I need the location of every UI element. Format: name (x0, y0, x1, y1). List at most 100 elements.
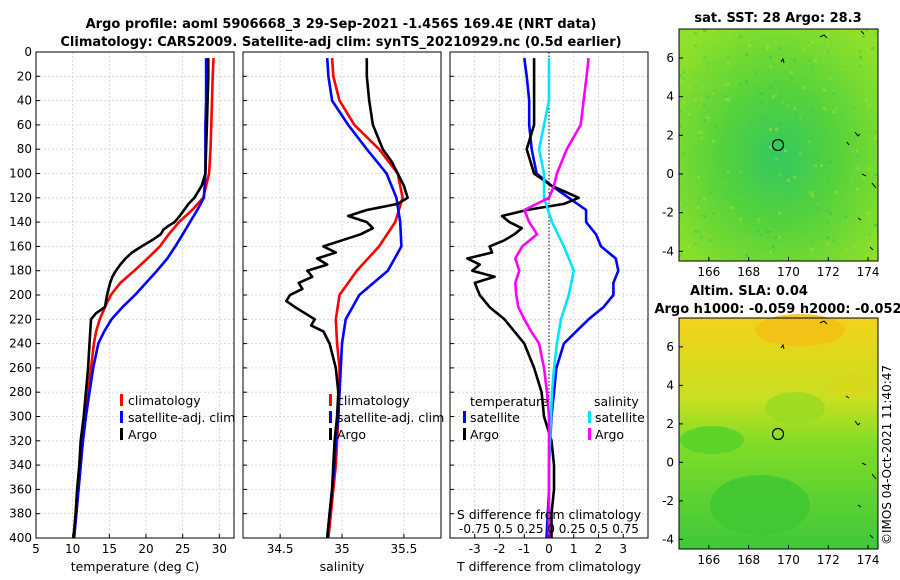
legend-argo-swatch (120, 428, 123, 440)
sst-texture-cell (739, 218, 742, 221)
sst-texture-cell (829, 110, 832, 113)
legend-temperature-heading: temperature (470, 394, 549, 409)
y-tick-label: 320 (9, 434, 32, 448)
sst-texture-cell (706, 65, 709, 68)
sst-texture-cell (790, 95, 793, 98)
sst-texture-cell (688, 86, 691, 89)
sla-axes-box (678, 317, 879, 550)
sst-texture-cell (721, 158, 724, 161)
sst-texture-cell (766, 116, 769, 119)
sst-texture-cell (709, 191, 712, 194)
sst-texture-cell (703, 119, 706, 122)
sst-texture-cell (727, 62, 730, 65)
sst-texture-cell (748, 44, 751, 47)
sst-texture-cell (697, 206, 700, 209)
sst-texture-cell (844, 215, 847, 218)
sst-texture-cell (688, 113, 691, 116)
x-tick-label: 1 (570, 542, 578, 556)
sst-texture-cell (841, 221, 844, 224)
sst-texture-cell (817, 254, 820, 257)
x-tick-label: 35 (334, 542, 349, 556)
temperature-panel: 0 20 40 60 80 100 120 140 160 180 200 220 240 260 280 3… (9, 45, 235, 574)
sst-texture-cell (679, 254, 682, 257)
sst-texture-cell (868, 233, 871, 236)
sst-texture-cell (865, 29, 868, 32)
sst-field-texture (679, 29, 877, 260)
temperature-series (72, 58, 215, 538)
sst-texture-cell (772, 194, 775, 197)
sst-texture-cell (700, 98, 703, 101)
sst-texture-cell (793, 176, 796, 179)
y-tick-label: 340 (9, 458, 32, 472)
sst-texture-cell (757, 218, 760, 221)
sst-texture-cell (748, 179, 751, 182)
series-climatology (72, 58, 215, 538)
sst-texture-cell (679, 140, 682, 143)
x-tick-label: 5 (32, 542, 40, 556)
sst-texture-cell (769, 146, 772, 149)
sst-texture-cell (874, 32, 877, 35)
sst-texture-cell (733, 110, 736, 113)
map-y-tick-label: 0 (666, 167, 674, 181)
sst-texture-cell (769, 128, 772, 131)
sst-texture-cell (748, 149, 751, 152)
sla-ticks: 166 168 170 172 174 -4 -2 0 2 4 6 (662, 340, 879, 567)
sst-texture-cell (766, 230, 769, 233)
sst-texture-cell (793, 107, 796, 110)
y-tick-label: 220 (9, 312, 32, 326)
sst-title: sat. SST: 28 Argo: 28.3 (694, 11, 861, 26)
legend-t-argo-swatch (463, 428, 466, 440)
sst-texture-cell (823, 107, 826, 110)
sst-texture-cell (727, 170, 730, 173)
legend-satellite-label: satellite-adj. clim (337, 410, 444, 425)
map-y-tick-label: 4 (666, 90, 674, 104)
sst-texture-cell (811, 194, 814, 197)
difference-panel: -3 -2 -1 0 1 2 3 -0.75 0.5 0.25 0 0.25 0.5 0.75… (449, 51, 649, 574)
map-x-tick-label: 170 (777, 265, 800, 279)
sst-texture-cell (778, 173, 781, 176)
sst-texture-cell (823, 134, 826, 137)
sst-texture-cell (715, 125, 718, 128)
sst-texture-cell (772, 95, 775, 98)
sst-texture-cell (772, 44, 775, 47)
legend-satellite-swatch (120, 411, 123, 423)
legend-satellite-label: satellite-adj. clim (128, 410, 235, 425)
sst-texture-cell (802, 86, 805, 89)
legend-t-satellite-swatch (463, 411, 466, 423)
series-t-argo (465, 58, 581, 538)
sst-texture-cell (769, 56, 772, 59)
sst-texture-cell (829, 161, 832, 164)
sst-texture-cell (856, 53, 859, 56)
sst-texture-cell (811, 242, 814, 245)
sst-texture-cell (829, 77, 832, 80)
sst-texture-cell (706, 116, 709, 119)
legend-argo-label: Argo (337, 427, 366, 442)
map-x-tick-label: 166 (697, 553, 720, 567)
sst-texture-cell (775, 80, 778, 83)
sst-texture-cell (772, 245, 775, 248)
sst-texture-cell (748, 122, 751, 125)
sst-ticks: 166 168 170 172 174 -4 -2 0 2 4 6 (662, 51, 879, 279)
legend-s-argo-swatch (588, 428, 591, 440)
salinity-panel: 34.5 35 35.5 salinity climatology satellit… (242, 51, 444, 574)
sst-texture-cell (727, 98, 730, 101)
sst-texture-cell (736, 191, 739, 194)
sst-texture-cell (700, 236, 703, 239)
sst-texture-cell (859, 56, 862, 59)
sla-bump (710, 475, 810, 535)
sst-texture-cell (808, 44, 811, 47)
sst-texture-cell (832, 92, 835, 95)
sst-texture-cell (712, 44, 715, 47)
sst-texture-cell (874, 131, 877, 134)
sst-texture-cell (874, 173, 877, 176)
sla-bump (755, 314, 845, 346)
map-x-tick-label: 172 (817, 265, 840, 279)
sst-texture-cell (856, 167, 859, 170)
sst-texture-cell (811, 65, 814, 68)
sst-texture-cell (769, 230, 772, 233)
sst-texture-cell (778, 212, 781, 215)
sst-texture-cell (682, 152, 685, 155)
difference-grid (450, 51, 648, 539)
sst-texture-cell (784, 185, 787, 188)
